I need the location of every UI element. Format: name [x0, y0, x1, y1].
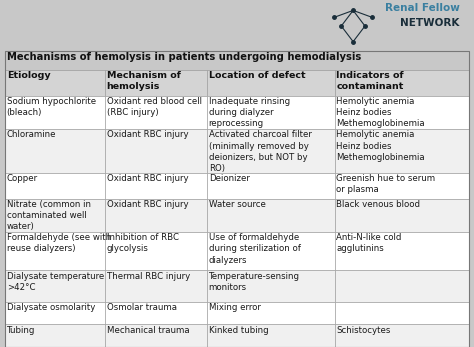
- Text: Use of formaldehyde
during sterilization of
dialyzers: Use of formaldehyde during sterilization…: [209, 233, 301, 264]
- Bar: [5, 51, 469, 347]
- Bar: [5, 324, 105, 347]
- Bar: [335, 232, 469, 270]
- Bar: [105, 324, 207, 347]
- Bar: [335, 129, 469, 172]
- Bar: [207, 70, 335, 96]
- Bar: [207, 96, 335, 129]
- Bar: [207, 129, 335, 172]
- Bar: [5, 172, 105, 199]
- Bar: [105, 96, 207, 129]
- Bar: [335, 324, 469, 347]
- Text: Deionizer: Deionizer: [209, 174, 250, 183]
- Text: Formaldehyde (see with
reuse dialyzers): Formaldehyde (see with reuse dialyzers): [7, 233, 111, 253]
- Text: Inhibition of RBC
glycolysis: Inhibition of RBC glycolysis: [107, 233, 179, 253]
- Text: Thermal RBC injury: Thermal RBC injury: [107, 272, 190, 281]
- Text: Mechanisms of hemolysis in patients undergoing hemodialysis: Mechanisms of hemolysis in patients unde…: [7, 52, 361, 62]
- Text: Hemolytic anemia
Heinz bodies
Methemoglobinemia: Hemolytic anemia Heinz bodies Methemoglo…: [337, 130, 425, 162]
- Text: Copper: Copper: [7, 174, 38, 183]
- Text: Mechanism of
hemolysis: Mechanism of hemolysis: [107, 71, 181, 91]
- Bar: [207, 199, 335, 232]
- Text: Activated charcoal filter
(minimally removed by
deionizers, but NOT by
RO): Activated charcoal filter (minimally rem…: [209, 130, 311, 173]
- Bar: [335, 199, 469, 232]
- Bar: [5, 96, 105, 129]
- Text: Indicators of
contaminant: Indicators of contaminant: [337, 71, 404, 91]
- Bar: [105, 70, 207, 96]
- Text: Oxidant RBC injury: Oxidant RBC injury: [107, 174, 188, 183]
- Text: Greenish hue to serum
or plasma: Greenish hue to serum or plasma: [337, 174, 436, 194]
- Bar: [5, 232, 105, 270]
- Text: Chloramine: Chloramine: [7, 130, 56, 139]
- Text: Tubing: Tubing: [7, 326, 35, 335]
- Bar: [335, 302, 469, 324]
- Text: Oxidant red blood cell
(RBC injury): Oxidant red blood cell (RBC injury): [107, 97, 201, 117]
- Text: Inadequate rinsing
during dialyzer
reprocessing: Inadequate rinsing during dialyzer repro…: [209, 97, 290, 128]
- Text: Dialysate osmolarity: Dialysate osmolarity: [7, 303, 95, 312]
- Text: Etiology: Etiology: [7, 71, 50, 80]
- Text: Schistocytes: Schistocytes: [337, 326, 391, 335]
- Bar: [207, 172, 335, 199]
- Bar: [335, 96, 469, 129]
- Bar: [207, 324, 335, 347]
- Bar: [105, 129, 207, 172]
- Bar: [335, 172, 469, 199]
- Text: Location of defect: Location of defect: [209, 71, 305, 80]
- Bar: [335, 70, 469, 96]
- Bar: [207, 302, 335, 324]
- Text: Black venous blood: Black venous blood: [337, 200, 420, 209]
- Bar: [105, 232, 207, 270]
- Text: Renal Fellow: Renal Fellow: [385, 3, 460, 14]
- Bar: [207, 270, 335, 302]
- Text: Kinked tubing: Kinked tubing: [209, 326, 268, 335]
- Bar: [5, 129, 105, 172]
- Bar: [335, 270, 469, 302]
- Text: Hemolytic anemia
Heinz bodies
Methemoglobinemia: Hemolytic anemia Heinz bodies Methemoglo…: [337, 97, 425, 128]
- Text: Nitrate (common in
contaminated well
water): Nitrate (common in contaminated well wat…: [7, 200, 91, 231]
- Text: Sodium hypochlorite
(bleach): Sodium hypochlorite (bleach): [7, 97, 96, 117]
- Bar: [105, 199, 207, 232]
- Bar: [105, 172, 207, 199]
- Text: Mechanical trauma: Mechanical trauma: [107, 326, 189, 335]
- Text: Mixing error: Mixing error: [209, 303, 261, 312]
- Bar: [105, 270, 207, 302]
- Bar: [207, 232, 335, 270]
- Bar: [0, 0, 474, 51]
- Bar: [105, 302, 207, 324]
- Text: NETWORK: NETWORK: [401, 18, 460, 28]
- Text: Temperature-sensing
monitors: Temperature-sensing monitors: [209, 272, 300, 292]
- Text: Osmolar trauma: Osmolar trauma: [107, 303, 176, 312]
- Text: Oxidant RBC injury: Oxidant RBC injury: [107, 200, 188, 209]
- Bar: [5, 51, 469, 70]
- Bar: [5, 302, 105, 324]
- Text: Oxidant RBC injury: Oxidant RBC injury: [107, 130, 188, 139]
- Bar: [5, 199, 105, 232]
- Text: Dialysate temperature
>42°C: Dialysate temperature >42°C: [7, 272, 104, 292]
- Bar: [5, 270, 105, 302]
- Text: Water source: Water source: [209, 200, 265, 209]
- Text: Anti-N-like cold
agglutinins: Anti-N-like cold agglutinins: [337, 233, 402, 253]
- Bar: [5, 70, 105, 96]
